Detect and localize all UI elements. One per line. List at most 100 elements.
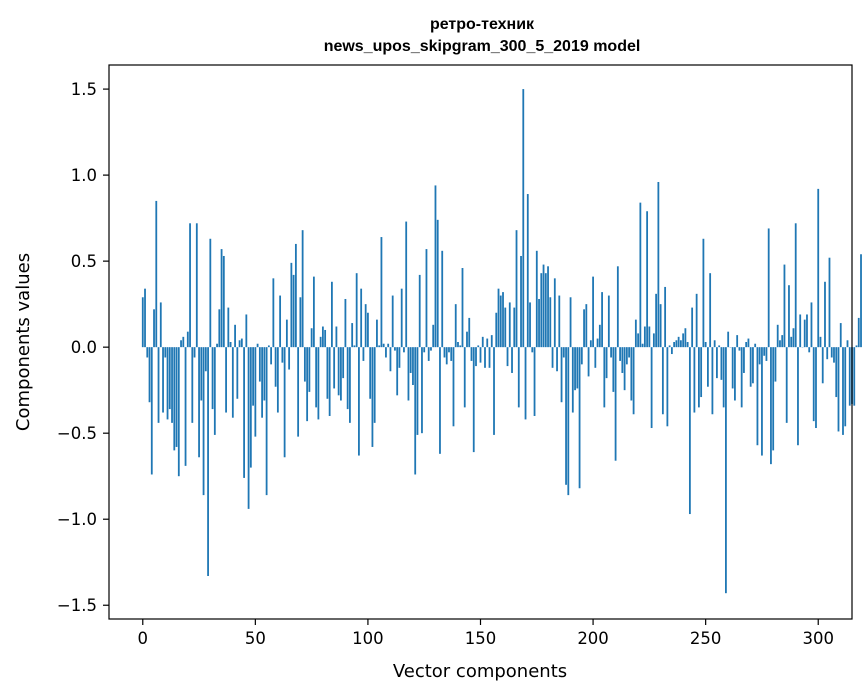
bar (659, 304, 662, 348)
bar (378, 345, 381, 348)
bar (141, 297, 144, 348)
bar (770, 347, 772, 465)
bar (173, 347, 176, 451)
bar (486, 338, 489, 348)
bar (677, 336, 680, 348)
bar (484, 347, 486, 368)
bar (146, 347, 149, 358)
bar (245, 314, 248, 348)
bar (220, 249, 223, 348)
bar (648, 326, 651, 348)
plot-frame (108, 64, 853, 620)
bar (227, 307, 230, 348)
bar (695, 293, 698, 348)
bar (349, 347, 351, 423)
bar (319, 336, 322, 348)
bar (279, 295, 282, 348)
bar (684, 328, 687, 348)
bar (783, 264, 786, 348)
bar (842, 347, 844, 435)
y-tick-label: 0.5 (71, 252, 97, 271)
bar (765, 347, 768, 361)
bar (324, 329, 327, 348)
bar (333, 347, 336, 389)
bar (583, 309, 585, 348)
bar (504, 307, 507, 348)
bar (355, 273, 358, 348)
bar (254, 347, 257, 437)
bar (236, 347, 239, 399)
bar (637, 333, 640, 348)
bar (844, 347, 847, 427)
bar (159, 302, 162, 348)
bar (376, 319, 378, 348)
bar (781, 335, 784, 348)
bar (222, 255, 225, 348)
bar (571, 347, 574, 413)
bar (191, 347, 194, 423)
bar (756, 347, 759, 446)
bar (538, 298, 540, 348)
bar (182, 336, 185, 348)
bar (441, 250, 444, 348)
bar (511, 347, 513, 373)
bar (833, 347, 835, 363)
bar (661, 347, 664, 415)
bar (328, 347, 331, 416)
x-tick-label: 250 (690, 629, 722, 648)
bar (317, 347, 320, 420)
bar (276, 347, 279, 413)
bar (423, 347, 426, 353)
bar (634, 319, 637, 348)
bar (367, 312, 369, 348)
bar (326, 347, 329, 399)
bar (351, 323, 354, 348)
bar (387, 343, 390, 348)
bar (508, 302, 511, 348)
bar (562, 347, 565, 358)
bar (211, 347, 214, 410)
bar (461, 268, 464, 348)
bar (416, 347, 419, 435)
bar (686, 342, 689, 348)
bar (189, 223, 191, 348)
bar (628, 347, 630, 358)
bar (517, 347, 520, 408)
bar (704, 342, 707, 348)
bar (472, 347, 475, 453)
bar (180, 340, 182, 348)
bar (409, 347, 412, 373)
bar (578, 347, 581, 489)
bar (664, 286, 667, 348)
x-tick-label: 50 (245, 629, 266, 648)
bar (589, 340, 592, 348)
bar (799, 314, 802, 348)
bar (405, 221, 408, 348)
y-tick-label: −0.5 (57, 424, 97, 443)
bar (668, 345, 671, 348)
bar (274, 347, 277, 387)
bar (808, 347, 811, 353)
bar (641, 343, 644, 348)
bar (398, 347, 401, 368)
bar (391, 295, 394, 348)
bar (650, 347, 653, 429)
bar (193, 347, 196, 358)
bar (670, 347, 673, 355)
y-tick-label: 0.0 (71, 338, 97, 357)
bar (788, 285, 790, 348)
bar (209, 238, 212, 348)
bar (389, 347, 392, 372)
bar (612, 347, 615, 392)
bar (722, 347, 725, 408)
bar (860, 254, 862, 348)
bar (454, 304, 457, 348)
bar (247, 347, 250, 509)
bar (155, 200, 158, 348)
bar (785, 347, 788, 423)
bar (531, 347, 534, 353)
bar (569, 297, 572, 348)
bar (457, 342, 459, 348)
bar (553, 278, 556, 348)
bar (533, 347, 536, 416)
